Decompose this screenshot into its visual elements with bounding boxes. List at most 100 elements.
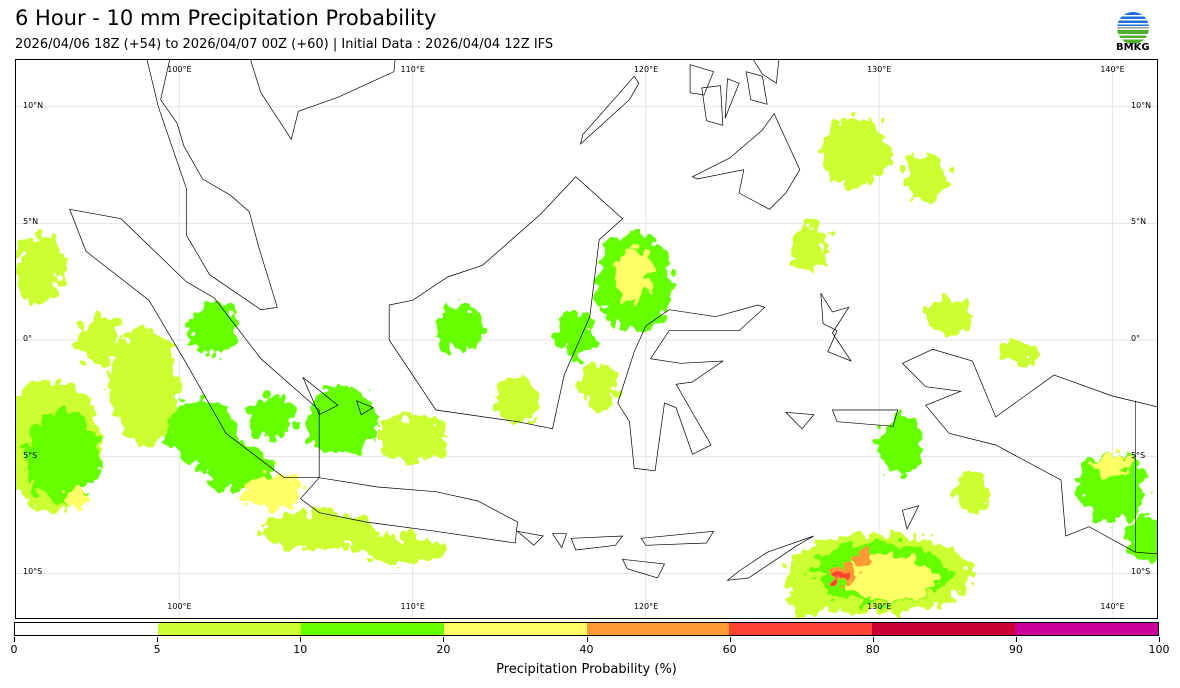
coastline-samar [753,60,780,84]
precipitation-area [879,417,926,473]
colorbar-label: Precipitation Probability (%) [496,662,677,677]
colorbar-tick-label: 10 [293,643,308,656]
precipitation-area [377,414,448,462]
colorbar [14,622,1159,636]
precipitation-area [435,305,483,352]
colorbar-segment [443,623,587,635]
lon-label-bottom: 140°E [1100,602,1125,611]
lat-label-right: 0° [1131,334,1141,343]
precipitation-area [832,571,847,581]
coastline-panay [689,64,714,96]
coastline-lombok [551,533,567,549]
coastline-bangka [302,377,339,416]
lat-label-left: 5°S [23,450,38,460]
lat-label-left: 0° [23,334,33,343]
colorbar-tick [1015,637,1017,642]
colorbar-segment [729,623,873,635]
precipitation-area [790,573,828,618]
lon-label-top: 120°E [633,65,659,74]
precipitation-area [244,473,301,511]
precipitation-area [1096,452,1129,476]
precipitation-area [790,223,828,270]
lon-label-top: 100°E [167,65,192,74]
lon-label-bottom: 110°E [400,602,425,611]
map-canvas [16,60,1157,618]
colorbar-tick [729,637,731,642]
colorbar-segment [15,623,158,635]
colorbar-tick [14,637,15,642]
coastline-flores [640,530,715,546]
coastline-leyte [745,71,768,105]
lat-label-left: 5°N [23,217,39,227]
colorbar-tick [586,637,588,642]
precipitation-area [64,489,89,508]
bmkg-logo-text: BMKG [1116,42,1150,53]
map-subtitle: 2026/04/06 18Z (+54) to 2026/04/07 00Z (… [15,37,554,52]
precipitation-area [557,312,595,359]
colorbar-tick-label: 40 [579,643,594,656]
colorbar-segment [300,623,444,635]
colorbar-tick-label: 0 [10,643,18,656]
precipitation-map[interactable]: 100°E 100°E 110°E 110°E 120°E 120°E 130°E 130°E… [15,59,1158,619]
coastline-timor [726,535,814,581]
coastline-sulawesi [617,304,766,472]
lon-label-bottom: 120°E [633,602,659,611]
coastline-bali [516,530,544,546]
lon-label-bottom: 100°E [167,602,192,611]
colorbar-tick-label: 20 [436,643,451,656]
precipitation-area [902,153,950,200]
coastline-sumbawa [570,535,624,551]
lat-label-right: 5°N [1131,217,1147,227]
lat-label-right: 5°S [1131,450,1146,460]
coastline-java [300,477,518,544]
coastline-new-guinea [901,348,1157,555]
coastline-tanimbar [901,505,920,531]
coastlines [69,60,1157,581]
precipitation-layer [16,118,1157,618]
colorbar-tick [443,637,445,642]
lat-label-left: 10°N [23,100,44,110]
lat-label-left: 10°S [23,567,43,577]
colorbar-tick-label: 80 [865,643,880,656]
colorbar-segment [586,623,730,635]
colorbar-tick-label: 5 [153,643,161,656]
precipitation-area [16,235,63,305]
precipitation-area [1000,340,1038,364]
lon-label-top: 140°E [1100,65,1125,74]
precipitation-area [953,473,992,511]
precipitation-area [494,375,541,422]
coastline-sumba [621,558,666,579]
precipitation-area [925,298,973,336]
coastline-seram [831,409,899,427]
precipitation-area [615,246,653,303]
map-title: 6 Hour - 10 mm Precipitation Probability [15,6,437,30]
colorbar-tick-label: 60 [722,643,737,656]
lat-label-right: 10°N [1131,100,1152,110]
precipitation-area [855,550,870,564]
precipitation-area [307,386,378,457]
precipitation-area [260,512,378,550]
precipitation-area [25,410,100,504]
colorbar-tick-label: 90 [1008,643,1023,656]
lat-label-right: 10°S [1131,567,1151,577]
colorbar-segment [872,623,1016,635]
coastline-palawan [579,75,640,146]
coastline-belitung [356,400,374,416]
coastline-negros [701,85,724,126]
precipitation-area [844,554,938,602]
colorbar-segment [1015,623,1158,635]
precipitation-area [820,118,891,189]
colorbar-segment [157,623,301,635]
colorbar-tick [872,637,874,642]
precipitation-area [109,328,180,445]
coastline-malay-peninsula [146,60,278,311]
colorbar-tick [300,637,302,642]
lon-label-top: 110°E [400,65,425,74]
lon-label-bottom: 130°E [867,602,892,611]
precipitation-area [190,300,238,357]
colorbar-tick-label: 100 [1148,643,1170,656]
colorbar-tick [157,637,159,642]
coastline-buru [784,411,815,430]
bmkg-logo-icon [1117,12,1149,44]
coastline-cebu [724,78,740,119]
